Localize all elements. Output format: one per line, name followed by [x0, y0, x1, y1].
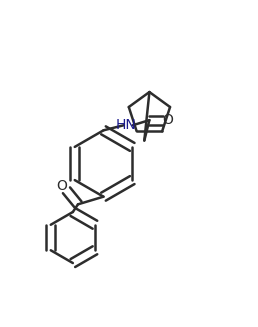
Text: HN: HN: [116, 118, 137, 132]
Text: O: O: [163, 113, 173, 127]
Text: O: O: [56, 180, 67, 194]
